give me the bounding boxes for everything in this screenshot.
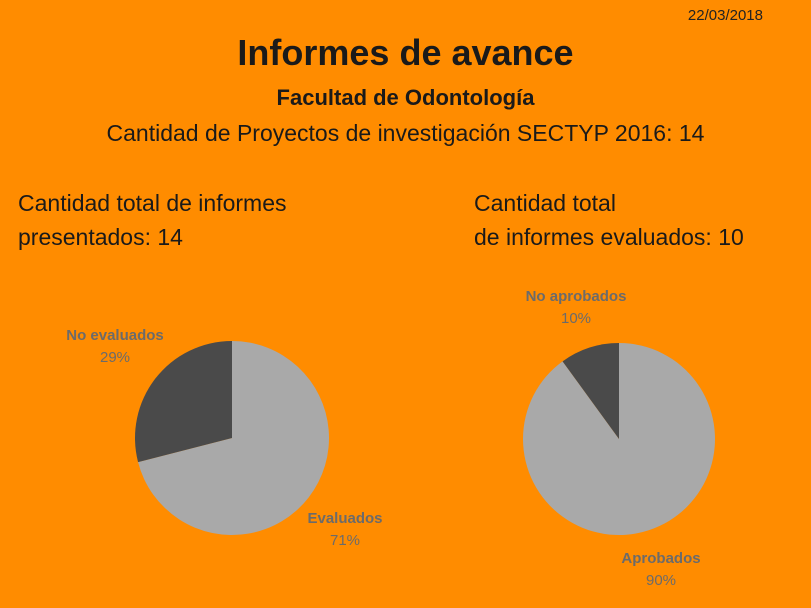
left-panel-title-line1: Cantidad total de informes [18, 190, 287, 216]
page-subtitle: Facultad de Odontología [276, 85, 535, 110]
page-title: Informes de avance [237, 32, 574, 73]
left-panel-title: Cantidad total de informes presentados: … [18, 186, 287, 254]
slice-label-aprobados: Aprobados [621, 550, 700, 567]
pie-slice-no-evaluados [135, 341, 232, 463]
slice-percent-aprobados: 90% [646, 572, 676, 589]
approved-pie-chart: Aprobados 90% No aprobados 10% [523, 288, 715, 589]
left-panel-title-line2: presentados: 14 [18, 224, 183, 250]
slice-label-evaluados: Evaluados [307, 510, 382, 527]
pie-slice-no-aprobados [562, 343, 619, 439]
slice-percent-no-evaluados: 29% [100, 349, 130, 366]
right-panel-title: Cantidad total de informes evaluados: 10 [474, 186, 744, 254]
pie-slice-evaluados [138, 341, 330, 535]
slice-label-no-evaluados: No evaluados [66, 327, 164, 344]
report-date: 22/03/2018 [687, 7, 763, 24]
projects-count-line: Cantidad de Proyectos de investigación S… [106, 120, 705, 146]
evaluated-pie-chart: Evaluados 71% No evaluados 29% [66, 327, 382, 549]
slice-percent-evaluados: 71% [330, 532, 360, 549]
slice-label-no-aprobados: No aprobados [526, 288, 627, 305]
right-panel-title-line1: Cantidad total [474, 190, 616, 216]
right-panel-title-line2: de informes evaluados: 10 [474, 224, 744, 250]
slice-percent-no-aprobados: 10% [561, 310, 591, 327]
